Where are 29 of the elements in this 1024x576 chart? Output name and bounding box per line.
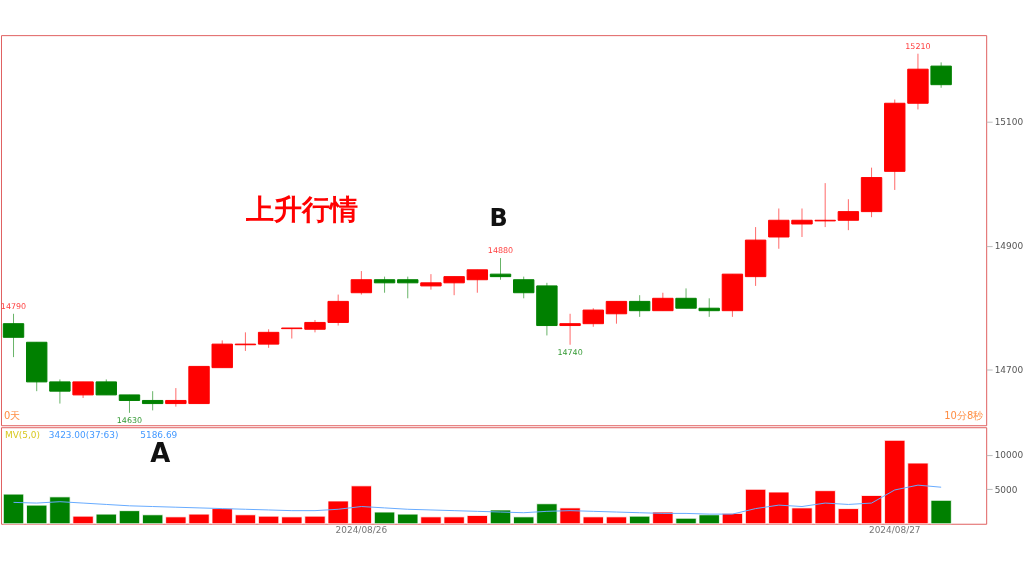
- y-tick-label: 14700: [994, 364, 1024, 375]
- annotation: 15210: [905, 41, 931, 51]
- y-tick-label: 10000: [994, 450, 1024, 461]
- bar: [745, 488, 767, 525]
- bar: [605, 516, 628, 525]
- annotation: 3423.00(37:63): [48, 430, 119, 441]
- annotation: B: [489, 204, 508, 233]
- annotation: 0天: [3, 410, 21, 422]
- bar: [860, 495, 883, 525]
- y-tick-label: 15100: [994, 117, 1024, 128]
- annotation: 14630: [116, 415, 143, 425]
- annotation: 上升行情: [244, 193, 358, 227]
- x-tick-label: 2024/08/26: [335, 525, 388, 536]
- line-series: [13, 484, 942, 515]
- bar: [258, 515, 280, 525]
- annotation: A: [150, 438, 171, 469]
- bar: [234, 514, 257, 525]
- bar: [373, 511, 396, 525]
- y-tick-label: 14900: [994, 241, 1024, 252]
- annotation: 14880: [487, 246, 514, 256]
- x-tick-label: 2024/08/27: [868, 525, 921, 536]
- y-tick-label: 5000: [994, 484, 1018, 495]
- annotation: 5186.69: [140, 430, 178, 441]
- annotation: MV(5,0): [4, 430, 40, 441]
- annotation: 14740: [557, 347, 583, 357]
- bar: [350, 485, 372, 525]
- bar: [837, 508, 859, 525]
- annotation: 10分8秒: [944, 410, 984, 422]
- bar: [118, 510, 141, 525]
